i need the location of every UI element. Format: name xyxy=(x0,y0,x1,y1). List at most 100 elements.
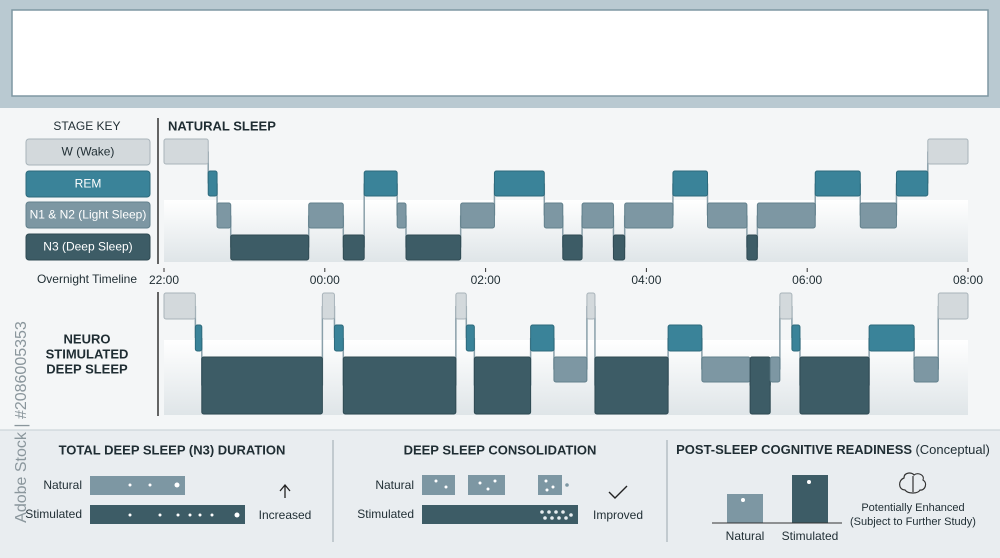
result-label: Increased xyxy=(259,508,312,522)
stage-block xyxy=(230,234,310,261)
note: (Subject to Further Study) xyxy=(850,516,976,528)
banner-box xyxy=(11,9,989,97)
stage-block xyxy=(707,202,748,229)
stage-block xyxy=(163,138,209,165)
dots xyxy=(540,510,573,520)
stage-block xyxy=(455,292,467,320)
stimulated-title: NEURO xyxy=(64,331,111,346)
stage-block xyxy=(756,202,816,229)
bar-icon xyxy=(90,505,245,524)
stage-block xyxy=(667,324,703,352)
stage-block xyxy=(473,356,532,415)
stage-block xyxy=(363,170,398,197)
stage-block xyxy=(493,170,545,197)
stage-block xyxy=(859,202,897,229)
stage-block xyxy=(342,234,365,261)
timeline-label: Overnight Timeline xyxy=(37,272,137,286)
title-main: POST-SLEEP COGNITIVE READINESS xyxy=(676,442,912,457)
panel-title: POST-SLEEP COGNITIVE READINESS (Conceptu… xyxy=(676,442,990,457)
stage-key-box xyxy=(25,138,151,166)
panel-title: DEEP SLEEP CONSOLIDATION xyxy=(404,442,597,457)
tick-label: 02:00 xyxy=(471,273,501,287)
stage-block xyxy=(562,234,583,261)
check-icon xyxy=(608,485,628,499)
stage-block xyxy=(895,170,929,197)
stage-block xyxy=(868,324,915,352)
watermark: Adobe Stock | #2086005353 xyxy=(13,321,30,523)
result-label: Improved xyxy=(593,508,643,522)
title-note: (Conceptual) xyxy=(915,442,989,457)
stage-block xyxy=(746,234,758,261)
bar-label: Natural xyxy=(726,529,765,543)
stage-block xyxy=(396,202,407,229)
tick-label: 04:00 xyxy=(631,273,661,287)
stage-block xyxy=(553,356,588,383)
stage-block xyxy=(194,324,203,352)
stage-block xyxy=(543,202,564,229)
dots xyxy=(128,482,180,488)
stage-key-box xyxy=(25,233,151,261)
stage-block xyxy=(586,292,596,320)
stage-block xyxy=(333,324,344,352)
stage-block xyxy=(207,170,218,197)
stage-block xyxy=(216,202,232,229)
stage-block xyxy=(465,324,475,352)
stage-key-label: REM xyxy=(75,177,102,191)
stimulated-title: DEEP SLEEP xyxy=(46,361,128,376)
stage-block xyxy=(308,202,344,229)
dot xyxy=(565,483,569,487)
row-label: Natural xyxy=(43,478,82,492)
stage-block xyxy=(672,170,709,197)
stage-block xyxy=(799,356,870,415)
stage-block xyxy=(769,356,781,383)
stage-key-title: STAGE KEY xyxy=(53,119,120,133)
dots xyxy=(128,512,240,518)
fragment-icons xyxy=(422,475,562,495)
stage-block xyxy=(749,356,771,415)
stimulated-title: STIMULATED xyxy=(46,346,129,361)
bar-icon xyxy=(90,476,185,495)
stage-block xyxy=(612,234,626,261)
stage-key-box xyxy=(25,201,151,229)
brain-icon xyxy=(899,472,927,494)
stage-block xyxy=(927,138,969,165)
stage-key-label: N1 & N2 (Light Sleep) xyxy=(30,208,147,222)
stage-block xyxy=(581,202,614,229)
stage-key-label: W (Wake) xyxy=(62,145,115,159)
stage-block xyxy=(321,292,335,320)
natural-title: NATURAL SLEEP xyxy=(168,118,276,133)
stage-block xyxy=(701,356,751,383)
stage-block xyxy=(342,356,457,415)
stage-block xyxy=(405,234,462,261)
tick-label: 08:00 xyxy=(953,273,983,287)
stage-block xyxy=(779,292,793,320)
bar-icon xyxy=(727,494,763,523)
stage-block xyxy=(163,292,196,320)
tick-label: 22:00 xyxy=(149,273,179,287)
stage-block xyxy=(913,356,939,383)
stage-block xyxy=(530,324,555,352)
row-label: Stimulated xyxy=(25,507,82,521)
stage-block xyxy=(624,202,674,229)
row-label: Stimulated xyxy=(357,507,414,521)
panel-title: TOTAL DEEP SLEEP (N3) DURATION xyxy=(59,442,286,457)
stage-block xyxy=(791,324,801,352)
stage-block xyxy=(937,292,969,320)
bar-label: Stimulated xyxy=(782,529,839,543)
note: Potentially Enhanced xyxy=(861,502,964,514)
row-label: Natural xyxy=(375,478,414,492)
tick-label: 00:00 xyxy=(310,273,340,287)
stage-block xyxy=(201,356,323,415)
tick-label: 06:00 xyxy=(792,273,822,287)
dot xyxy=(741,498,745,502)
stage-block xyxy=(814,170,861,197)
bar-icon xyxy=(422,505,578,524)
arrow-icon xyxy=(279,483,291,498)
stage-block xyxy=(460,202,495,229)
dot xyxy=(807,480,811,484)
stage-block xyxy=(594,356,669,415)
stage-key-box xyxy=(25,170,151,198)
dots xyxy=(434,479,555,492)
stage-key-label: N3 (Deep Sleep) xyxy=(43,240,132,254)
